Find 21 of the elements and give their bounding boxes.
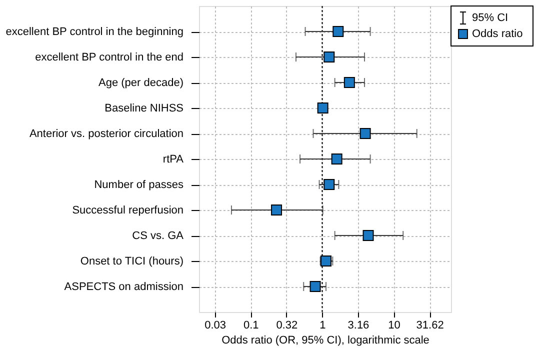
x-tick-label: 10 bbox=[388, 320, 400, 332]
x-tick-label: 1 bbox=[320, 320, 326, 332]
x-tick-label: 0.1 bbox=[243, 320, 259, 332]
y-tick-label: excellent BP control in the beginning bbox=[6, 26, 184, 38]
y-tick-label: Age (per decade) bbox=[98, 77, 184, 89]
y-tick-label: ASPECTS on admission bbox=[64, 281, 184, 293]
y-tick-label: CS vs. GA bbox=[132, 230, 184, 242]
y-tick-label: Successful reperfusion bbox=[72, 204, 184, 216]
y-tick-label: Baseline NIHSS bbox=[104, 102, 184, 114]
legend-label: Odds ratio bbox=[472, 28, 523, 40]
text: 95% CI bbox=[472, 12, 508, 24]
x-tick-label: 3.16 bbox=[348, 320, 370, 332]
y-tick-label: Number of passes bbox=[94, 179, 184, 191]
y-tick-label: Anterior vs. posterior circulation bbox=[29, 128, 184, 140]
x-tick-label: 31.62 bbox=[416, 320, 444, 332]
x-axis-title: Odds ratio (OR, 95% CI), logarithmic scale bbox=[222, 334, 430, 346]
y-tick-label: rtPA bbox=[162, 154, 184, 166]
y-tick-label: Onset to TICI (hours) bbox=[80, 256, 184, 268]
x-tick-label: 0.03 bbox=[204, 320, 226, 332]
y-tick-label: excellent BP control in the end bbox=[35, 52, 184, 64]
x-tick-label: 0.32 bbox=[276, 320, 298, 332]
